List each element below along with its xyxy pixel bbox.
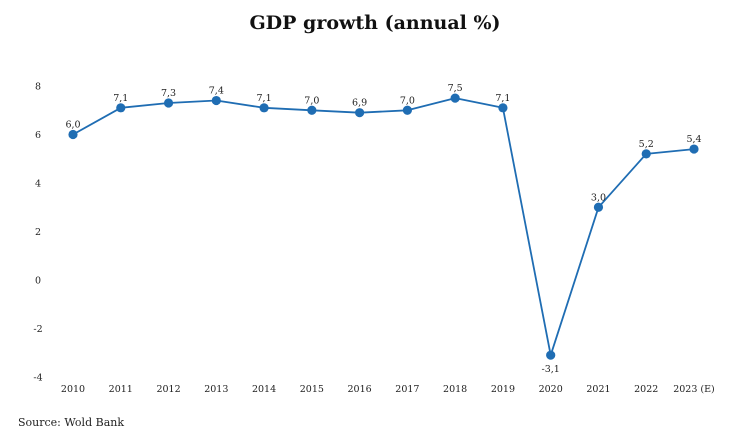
data-label: 7,1 <box>113 93 128 104</box>
data-point <box>593 202 604 212</box>
data-label: 7,1 <box>495 93 510 104</box>
data-label: 6,9 <box>352 98 367 109</box>
y-tick-label: 2 <box>35 227 41 238</box>
y-tick-label: -2 <box>33 324 42 335</box>
series-line <box>72 97 695 357</box>
data-point <box>116 103 126 113</box>
data-point <box>259 103 269 113</box>
x-tick-label: 2022 <box>634 384 658 395</box>
data-label: 7,4 <box>209 86 224 97</box>
x-tick-label: 2020 <box>539 384 563 395</box>
x-tick-label: 2015 <box>300 384 324 395</box>
chart-title: GDP growth (annual %) <box>249 12 501 34</box>
data-label: 5,4 <box>686 134 701 145</box>
data-label: 7,3 <box>161 88 176 99</box>
data-point <box>355 108 365 118</box>
x-tick-label: 2019 <box>491 384 515 395</box>
x-tick-label: 2023 (E) <box>673 384 715 395</box>
data-point <box>402 105 412 115</box>
data-label: 3,0 <box>591 192 606 203</box>
x-tick-label: 2021 <box>586 384 610 395</box>
data-label: 7,1 <box>257 93 272 104</box>
y-axis: 8 6 4 2 0 -2 -4 <box>33 82 42 384</box>
data-point <box>68 129 78 140</box>
y-tick-label: 4 <box>35 179 41 190</box>
data-point <box>546 350 556 360</box>
x-tick-label: 2018 <box>443 384 467 395</box>
data-label: 6,0 <box>65 120 80 131</box>
data-point <box>641 149 651 159</box>
x-tick-label: 2017 <box>395 384 419 395</box>
x-tick-label: 2013 <box>204 384 228 395</box>
x-tick-label: 2012 <box>156 384 180 395</box>
data-point <box>689 144 699 154</box>
data-labels: 6,0 7,1 7,3 7,4 7,1 7,0 6,9 7,0 7,5 7,1 -3,1 3,0 5,2… <box>65 83 701 375</box>
y-tick-label: -4 <box>33 373 42 384</box>
x-tick-label: 2016 <box>348 384 372 395</box>
data-label: 5,2 <box>639 139 654 150</box>
data-label: 7,0 <box>304 95 319 106</box>
y-tick-label: 0 <box>35 276 41 287</box>
y-tick-label: 8 <box>35 82 41 93</box>
x-axis: 2010 2011 2012 2013 2014 2015 2016 2017 2018 2019… <box>61 384 715 395</box>
data-point <box>163 98 174 108</box>
x-tick-label: 2014 <box>252 384 276 395</box>
data-point <box>498 103 508 113</box>
data-label: -3,1 <box>542 364 560 375</box>
data-label: 7,5 <box>448 83 463 94</box>
data-point <box>307 105 317 115</box>
data-point <box>211 95 221 106</box>
data-point <box>450 93 460 103</box>
y-tick-label: 6 <box>35 130 41 141</box>
series-layer <box>68 93 699 360</box>
x-tick-label: 2011 <box>109 384 133 395</box>
source-note: Source: Wold Bank <box>18 416 125 429</box>
x-tick-label: 2010 <box>61 384 85 395</box>
data-label: 7,0 <box>400 95 415 106</box>
